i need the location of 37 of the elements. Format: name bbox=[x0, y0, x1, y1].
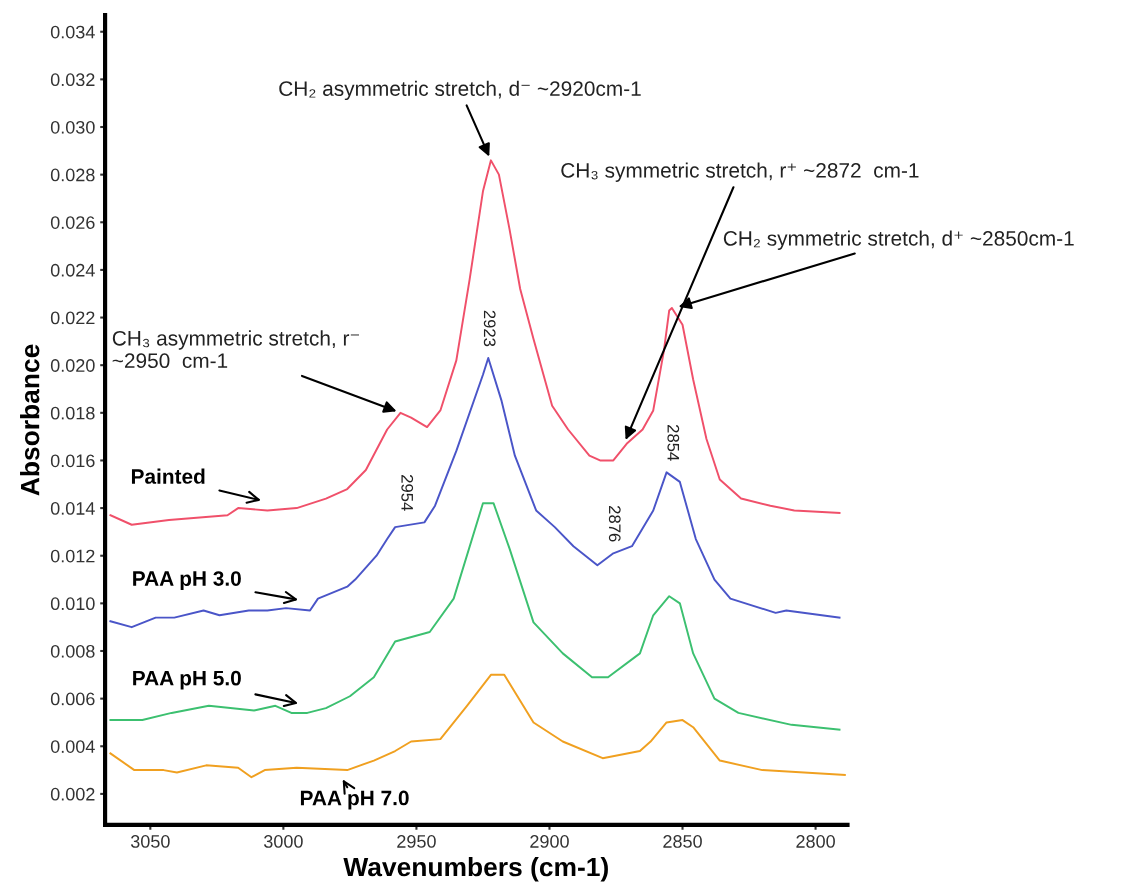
y-tick-label: 0.030 bbox=[50, 120, 95, 134]
series-label: Painted bbox=[131, 468, 205, 484]
y-tick-label: 0.010 bbox=[50, 597, 95, 611]
y-tick-label: 0.012 bbox=[50, 549, 95, 563]
series-label: PAA pH 3.0 bbox=[133, 571, 241, 591]
x-tick-label: 3050 bbox=[130, 835, 170, 848]
x-tick-label: 2850 bbox=[663, 835, 702, 848]
x-tick-label: 2900 bbox=[530, 835, 569, 848]
y-tick-label: 0.016 bbox=[50, 454, 95, 468]
annotation: CH₂ asymmetric stretch, d⁻ ~2920cm-1 bbox=[279, 80, 641, 101]
y-tick-label: 0.028 bbox=[50, 168, 95, 182]
x-axis-title: Wavenumbers (cm-1) bbox=[343, 856, 608, 882]
annotation: CH₃ asymmetric stretch, r⁻ ~2950 cm-1 bbox=[112, 330, 360, 369]
series-label: PAA pH 7.0 bbox=[300, 790, 409, 810]
annotation: 2854 bbox=[667, 425, 680, 461]
y-tick-label: 0.002 bbox=[50, 787, 95, 801]
x-tick-label: 2800 bbox=[796, 835, 835, 848]
x-tick-label: 2950 bbox=[397, 835, 436, 848]
y-tick-label: 0.008 bbox=[50, 644, 95, 658]
annotation: 2954 bbox=[401, 475, 414, 511]
y-tick-label: 0.004 bbox=[50, 740, 95, 753]
y-axis-title: Absorbance bbox=[20, 344, 40, 496]
y-tick-label: 0.032 bbox=[50, 73, 95, 87]
y-tick-label: 0.022 bbox=[50, 311, 95, 325]
y-tick-label: 0.020 bbox=[50, 359, 95, 372]
y-tick-label: 0.006 bbox=[50, 692, 95, 706]
annotation: CH₂ symmetric stretch, d⁺ ~2850cm-1 bbox=[723, 230, 1074, 250]
series-label: PAA pH 5.0 bbox=[133, 670, 241, 690]
x-tick-label: 3000 bbox=[263, 835, 303, 848]
annotation: 2876 bbox=[608, 506, 621, 542]
y-tick-label: 0.034 bbox=[50, 25, 95, 39]
y-tick-label: 0.018 bbox=[50, 406, 95, 420]
y-tick-label: 0.014 bbox=[50, 502, 95, 515]
annotation: 2923 bbox=[483, 310, 496, 347]
y-tick-label: 0.024 bbox=[50, 263, 95, 277]
y-tick-label: 0.026 bbox=[50, 216, 95, 229]
annotation: CH₃ symmetric stretch, r⁺ ~2872 cm-1 bbox=[561, 162, 919, 182]
